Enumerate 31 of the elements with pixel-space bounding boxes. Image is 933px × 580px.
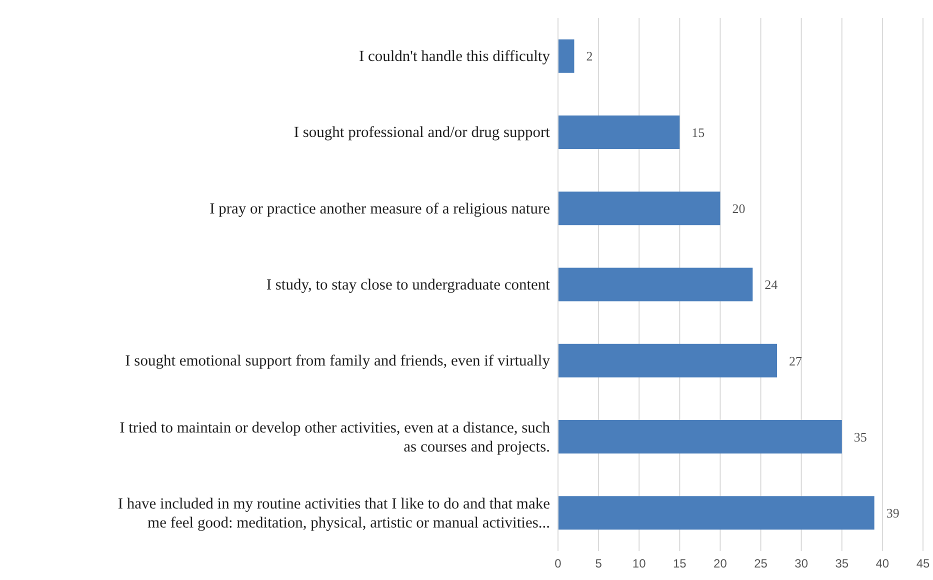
bar	[558, 268, 753, 302]
x-tick-label: 10	[632, 556, 646, 571]
x-tick-label: 35	[835, 556, 849, 571]
x-tick-label: 0	[554, 556, 562, 571]
data-label: 2	[586, 48, 593, 64]
data-label: 15	[692, 124, 705, 140]
x-tick-label: 30	[794, 556, 808, 571]
y-tick-label: I couldn't handle this difficulty	[358, 48, 550, 65]
y-tick-label: I sought professional and/or drug support	[294, 124, 551, 141]
y-tick-label: I study, to stay close to undergraduate content	[266, 276, 551, 293]
x-tick-label: 20	[714, 556, 728, 571]
bar	[558, 192, 720, 226]
x-tick-label: 40	[876, 556, 890, 571]
data-label: 39	[886, 506, 900, 521]
data-label: 35	[854, 429, 867, 444]
x-tick-label: 45	[916, 556, 930, 571]
data-label: 20	[732, 200, 746, 216]
y-tick-label: I pray or practice another measure of a religious nature	[210, 200, 550, 217]
bar	[558, 39, 574, 73]
x-tick-label: 5	[595, 556, 602, 571]
bar	[558, 115, 680, 149]
y-tick-label: I tried to maintain or develop other activities, even at a distance, such as courses and projects.	[120, 418, 550, 455]
bar	[558, 344, 777, 378]
bar	[558, 420, 842, 454]
y-tick-label: I have included in my routine activities that I like to do and that make me feel good: meditation, physical, artistic or manual activities...	[118, 494, 550, 531]
x-tick-label: 25	[754, 556, 768, 571]
data-label: 27	[789, 353, 802, 368]
bar	[558, 496, 874, 530]
x-tick-label: 15	[672, 556, 687, 571]
data-label: 24	[764, 277, 778, 292]
y-tick-label: I sought emotional support from family and friends, even if virtually	[125, 352, 550, 370]
